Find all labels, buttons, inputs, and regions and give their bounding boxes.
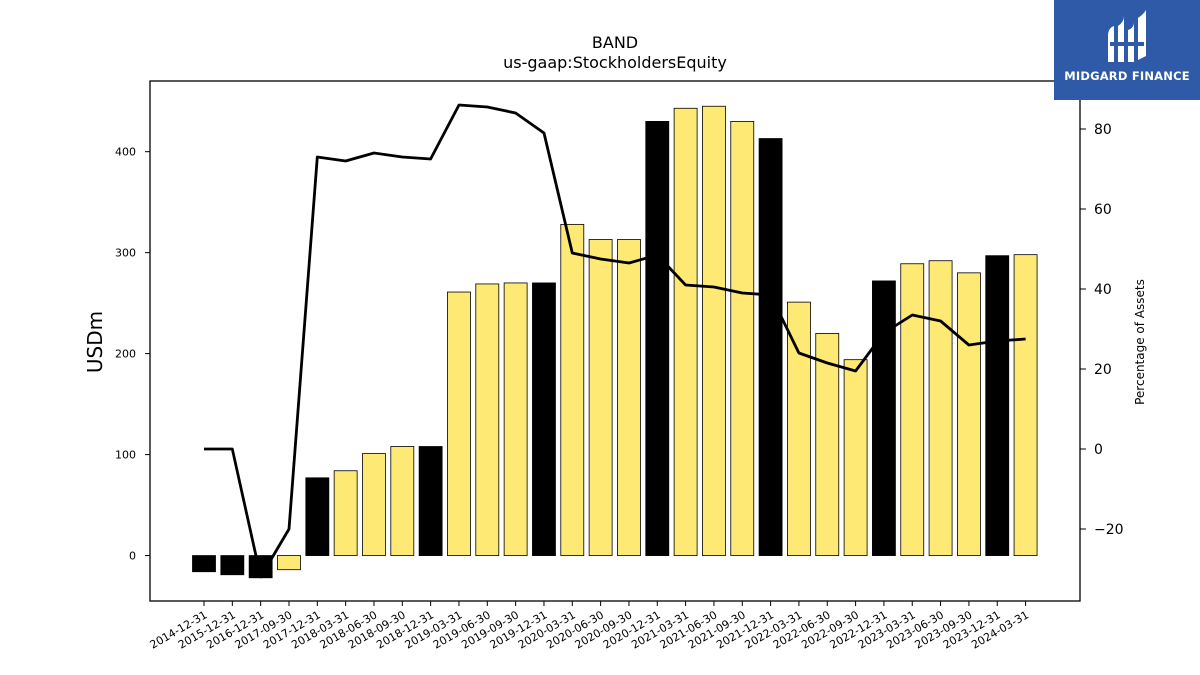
- y2-tick-label: 0: [1094, 442, 1103, 458]
- bar: [532, 282, 556, 556]
- bar: [277, 555, 301, 571]
- y-tick-label: 300: [115, 247, 136, 260]
- bar: [900, 263, 925, 556]
- chart-subtitle: us-gaap:StockholdersEquity: [503, 53, 727, 72]
- bar: [985, 255, 1010, 556]
- y-tick-label: 0: [129, 550, 136, 563]
- bar: [1013, 254, 1038, 556]
- y2-axis-label: Percentage of Assets: [1133, 279, 1147, 405]
- bar: [192, 555, 216, 573]
- bar: [390, 446, 415, 556]
- y-axis-label: USDm: [83, 311, 107, 373]
- chart-title: BAND: [592, 33, 638, 52]
- y-tick-label: 100: [115, 449, 136, 462]
- series-line: [204, 103, 1026, 579]
- bar: [333, 470, 358, 556]
- bar: [758, 138, 783, 556]
- bar: [447, 291, 471, 556]
- y2-tick-label: −20: [1094, 522, 1124, 538]
- logo-mark-icon: [1108, 10, 1146, 62]
- bar: [957, 272, 981, 556]
- bar: [617, 239, 641, 556]
- y2-tick-label: 20: [1094, 362, 1112, 378]
- y-tick-label: 400: [115, 146, 136, 159]
- bar: [928, 260, 953, 556]
- plot-frame: [149, 80, 1081, 602]
- logo-text: MIDGARD FINANCE: [1064, 69, 1190, 83]
- y-tick-label: 200: [115, 348, 136, 361]
- bar: [843, 359, 868, 556]
- bar: [305, 477, 330, 556]
- midgard-finance-logo: MIDGARD FINANCE: [1054, 0, 1200, 100]
- y2-tick-label: 40: [1094, 282, 1112, 298]
- bar: [645, 120, 670, 556]
- bar: [872, 280, 896, 556]
- bar: [787, 301, 811, 556]
- plot-area: 0100200300400−200204060802014-12-312015-…: [115, 80, 1124, 652]
- bar: [362, 453, 386, 556]
- bar: [560, 223, 585, 556]
- bar: [673, 107, 698, 556]
- y2-tick-label: 80: [1094, 122, 1112, 138]
- bar: [588, 239, 613, 556]
- bar: [815, 333, 840, 556]
- bar: [730, 120, 755, 556]
- bar: [220, 555, 245, 576]
- y2-tick-label: 60: [1094, 202, 1112, 218]
- bar: [475, 283, 500, 556]
- bar: [503, 282, 528, 556]
- bar: [418, 446, 443, 556]
- bar: [702, 105, 726, 556]
